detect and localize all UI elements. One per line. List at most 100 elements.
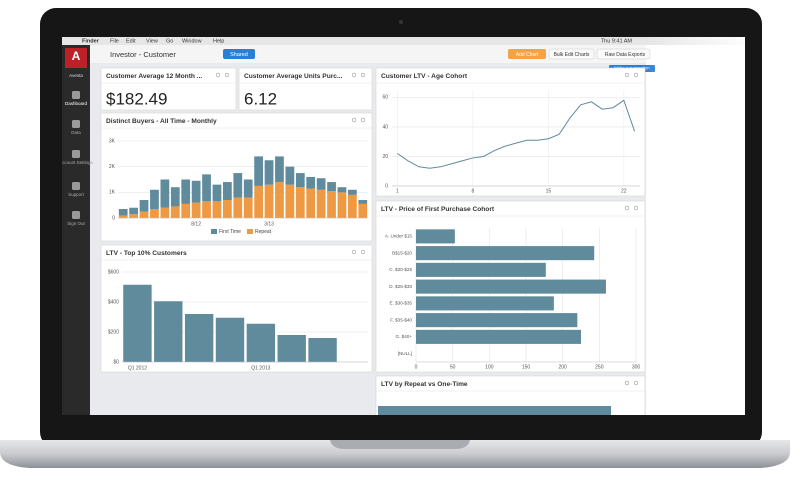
legend-swatch [246,229,253,234]
bar-segment [160,207,170,218]
menu-item[interactable]: Window [182,38,202,44]
bar [308,338,337,362]
bar-segment [285,184,295,218]
widget-title: LTV - Top 10% Customers [106,250,187,257]
bar-segment [191,180,201,203]
x-tick-label: Q1 2013 [251,365,270,371]
dashboard-name[interactable]: Investor - Customer [110,50,176,59]
bar [416,296,554,311]
widget-title: Customer Average 12 Month ... [106,73,202,80]
y-tick-label: $200 [108,329,119,335]
y-tick-label: 20 [382,154,388,160]
close-icon[interactable] [360,72,366,78]
settings-icon[interactable] [351,72,357,78]
bar-segment [316,189,326,218]
close-icon[interactable] [633,380,639,386]
bar-segment [254,156,263,186]
sidebar-item[interactable]: Support [68,192,85,197]
menu-item[interactable]: File [110,38,119,44]
y-tick-label: D. $25-$30 [389,284,412,289]
settings-icon[interactable] [351,249,357,255]
bar-segment [275,182,284,218]
menu-item[interactable]: View [146,38,158,44]
y-tick-label: 2K [109,164,116,170]
line [397,99,636,169]
sidebar-item[interactable]: Account Settings [59,160,94,165]
bar-segment [243,179,253,198]
close-icon[interactable] [360,249,366,255]
close-icon[interactable] [633,72,639,78]
x-tick-label: 250 [595,364,604,370]
sidebar-item[interactable]: Data [71,130,81,135]
settings-icon[interactable] [215,72,221,78]
brand: Avesta [69,73,83,78]
x-tick-label: 50 [450,364,456,370]
widget-title: Customer Average Units Purc... [244,73,343,80]
y-tick-label: 1K [109,190,116,196]
widget [375,67,646,197]
y-tick-label: G. $40+ [396,334,413,339]
apple-menu: Finder [82,38,100,44]
sidebar-item[interactable]: Sign Out [67,221,85,226]
bar-segment [170,206,180,218]
bar-segment [306,188,316,218]
bulk-edit-button[interactable] [548,48,595,60]
bar-segment [202,201,211,218]
bar-segment [275,156,284,183]
widget [238,67,373,111]
add-chart[interactable]: Add Chart [516,52,539,58]
sidebar [62,45,90,415]
sidebar-icon [72,120,80,128]
bar [184,314,214,362]
bar-segment [306,176,316,189]
sidebar-item[interactable]: Dashboard [65,101,88,106]
legend-swatch [211,229,217,234]
x-tick-label: 8/12 [191,221,201,227]
bar [416,262,546,277]
y-tick-label: C. $20-$25 [389,267,412,272]
kpi-value: 6.12 [244,89,277,108]
settings-icon[interactable] [624,72,630,78]
x-tick-label: 200 [558,364,567,370]
settings-icon[interactable] [624,205,630,211]
shared-button[interactable] [223,49,255,59]
close-icon[interactable] [360,117,366,123]
x-tick-label: 3/13 [264,221,274,227]
bar-segment [223,182,232,201]
sidebar-icon [72,211,80,219]
bar-segment [181,203,191,218]
x-tick-label: 0 [415,364,418,370]
menu-item[interactable]: Help [213,38,224,44]
close-icon[interactable] [633,205,639,211]
bar [416,246,595,261]
x-tick-label: 1 [396,188,399,194]
bar-segment [233,173,243,198]
settings-icon[interactable] [351,117,357,123]
bar-segment [150,189,159,210]
menu-item[interactable]: Go [166,38,173,44]
raw-data[interactable]: Raw Data Exports [605,52,646,58]
bar-segment [118,215,128,218]
x-tick-label: 300 [632,364,641,370]
bulk-edit[interactable]: Bulk Edit Charts [554,52,590,58]
settings-icon[interactable] [624,380,630,386]
partial-bar [378,406,611,415]
bar-segment [139,200,149,212]
bar [416,329,581,344]
bar-segment [129,207,138,215]
bar-segment [118,209,128,216]
shared[interactable]: Shared [230,52,248,58]
logo: A [72,49,81,63]
bar-segment [348,194,357,218]
bar-segment [348,189,357,195]
bar [416,279,606,294]
glare [645,37,745,415]
close-icon[interactable] [224,72,230,78]
add-chart-button[interactable] [508,49,546,59]
bar [277,335,306,362]
bar-segment [327,182,336,192]
y-tick-label: $0 [113,359,119,365]
bar-segment [295,187,305,218]
menu-item[interactable]: Edit [126,38,136,44]
